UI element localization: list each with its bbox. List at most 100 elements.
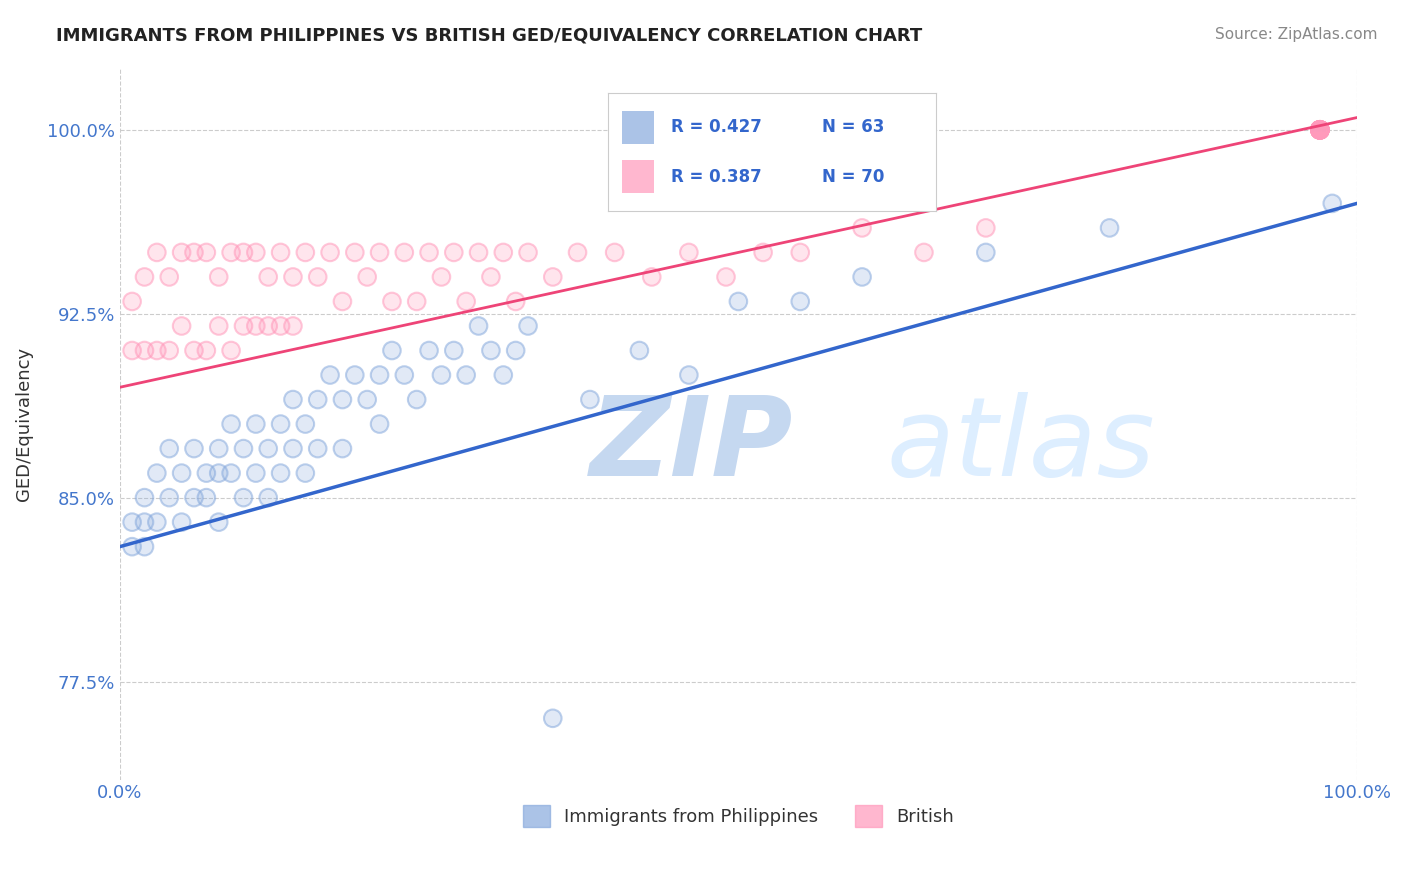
- Point: [628, 343, 651, 358]
- Point: [541, 711, 564, 725]
- Point: [319, 245, 342, 260]
- Point: [332, 392, 354, 407]
- Point: [1309, 123, 1331, 137]
- Point: [245, 417, 267, 431]
- Point: [195, 491, 218, 505]
- Point: [157, 442, 180, 456]
- Point: [121, 294, 143, 309]
- Point: [257, 491, 280, 505]
- Point: [146, 245, 169, 260]
- Point: [1309, 123, 1331, 137]
- Point: [134, 343, 156, 358]
- Point: [430, 368, 453, 382]
- Point: [368, 417, 391, 431]
- Point: [356, 269, 378, 284]
- Point: [134, 540, 156, 554]
- Point: [232, 245, 254, 260]
- Point: [294, 245, 316, 260]
- Point: [1098, 220, 1121, 235]
- Point: [789, 294, 811, 309]
- Point: [1309, 123, 1331, 137]
- Text: Source: ZipAtlas.com: Source: ZipAtlas.com: [1215, 27, 1378, 42]
- Point: [443, 343, 465, 358]
- Point: [121, 540, 143, 554]
- Point: [307, 442, 329, 456]
- Point: [219, 417, 242, 431]
- Point: [1322, 196, 1344, 211]
- Point: [232, 442, 254, 456]
- Point: [208, 318, 231, 333]
- Point: [356, 392, 378, 407]
- Point: [479, 269, 502, 284]
- Point: [332, 442, 354, 456]
- Point: [307, 269, 329, 284]
- Point: [381, 343, 404, 358]
- Point: [541, 269, 564, 284]
- Point: [219, 343, 242, 358]
- Point: [134, 515, 156, 529]
- Point: [678, 368, 700, 382]
- Point: [146, 343, 169, 358]
- Point: [727, 294, 749, 309]
- Point: [219, 466, 242, 480]
- Point: [467, 318, 489, 333]
- Point: [1309, 123, 1331, 137]
- Point: [270, 245, 292, 260]
- Point: [492, 245, 515, 260]
- Point: [851, 269, 873, 284]
- Point: [281, 269, 304, 284]
- Point: [257, 442, 280, 456]
- Point: [1309, 123, 1331, 137]
- Point: [157, 491, 180, 505]
- Point: [245, 245, 267, 260]
- Point: [257, 491, 280, 505]
- Point: [418, 343, 440, 358]
- Point: [851, 269, 873, 284]
- Point: [479, 343, 502, 358]
- Point: [183, 245, 205, 260]
- Point: [356, 269, 378, 284]
- Point: [232, 491, 254, 505]
- Text: ZIP: ZIP: [591, 392, 793, 499]
- Point: [170, 466, 193, 480]
- Point: [492, 368, 515, 382]
- Point: [430, 269, 453, 284]
- Point: [146, 515, 169, 529]
- Point: [245, 318, 267, 333]
- Point: [381, 294, 404, 309]
- Point: [356, 392, 378, 407]
- Point: [479, 269, 502, 284]
- Point: [1309, 123, 1331, 137]
- Point: [134, 269, 156, 284]
- Point: [541, 269, 564, 284]
- Point: [974, 245, 997, 260]
- Point: [245, 466, 267, 480]
- Point: [394, 368, 416, 382]
- Point: [257, 318, 280, 333]
- Point: [281, 392, 304, 407]
- Point: [183, 491, 205, 505]
- Point: [170, 318, 193, 333]
- Point: [195, 343, 218, 358]
- Point: [157, 343, 180, 358]
- Point: [579, 392, 602, 407]
- Point: [418, 245, 440, 260]
- Point: [332, 442, 354, 456]
- Point: [257, 318, 280, 333]
- Point: [1309, 123, 1331, 137]
- Point: [270, 318, 292, 333]
- Point: [443, 343, 465, 358]
- Point: [183, 245, 205, 260]
- Point: [1309, 123, 1331, 137]
- Point: [851, 220, 873, 235]
- Point: [270, 417, 292, 431]
- Point: [727, 294, 749, 309]
- Point: [1322, 196, 1344, 211]
- Point: [714, 269, 737, 284]
- Point: [332, 392, 354, 407]
- Point: [294, 466, 316, 480]
- Point: [208, 466, 231, 480]
- Point: [505, 343, 527, 358]
- Point: [157, 269, 180, 284]
- Point: [219, 466, 242, 480]
